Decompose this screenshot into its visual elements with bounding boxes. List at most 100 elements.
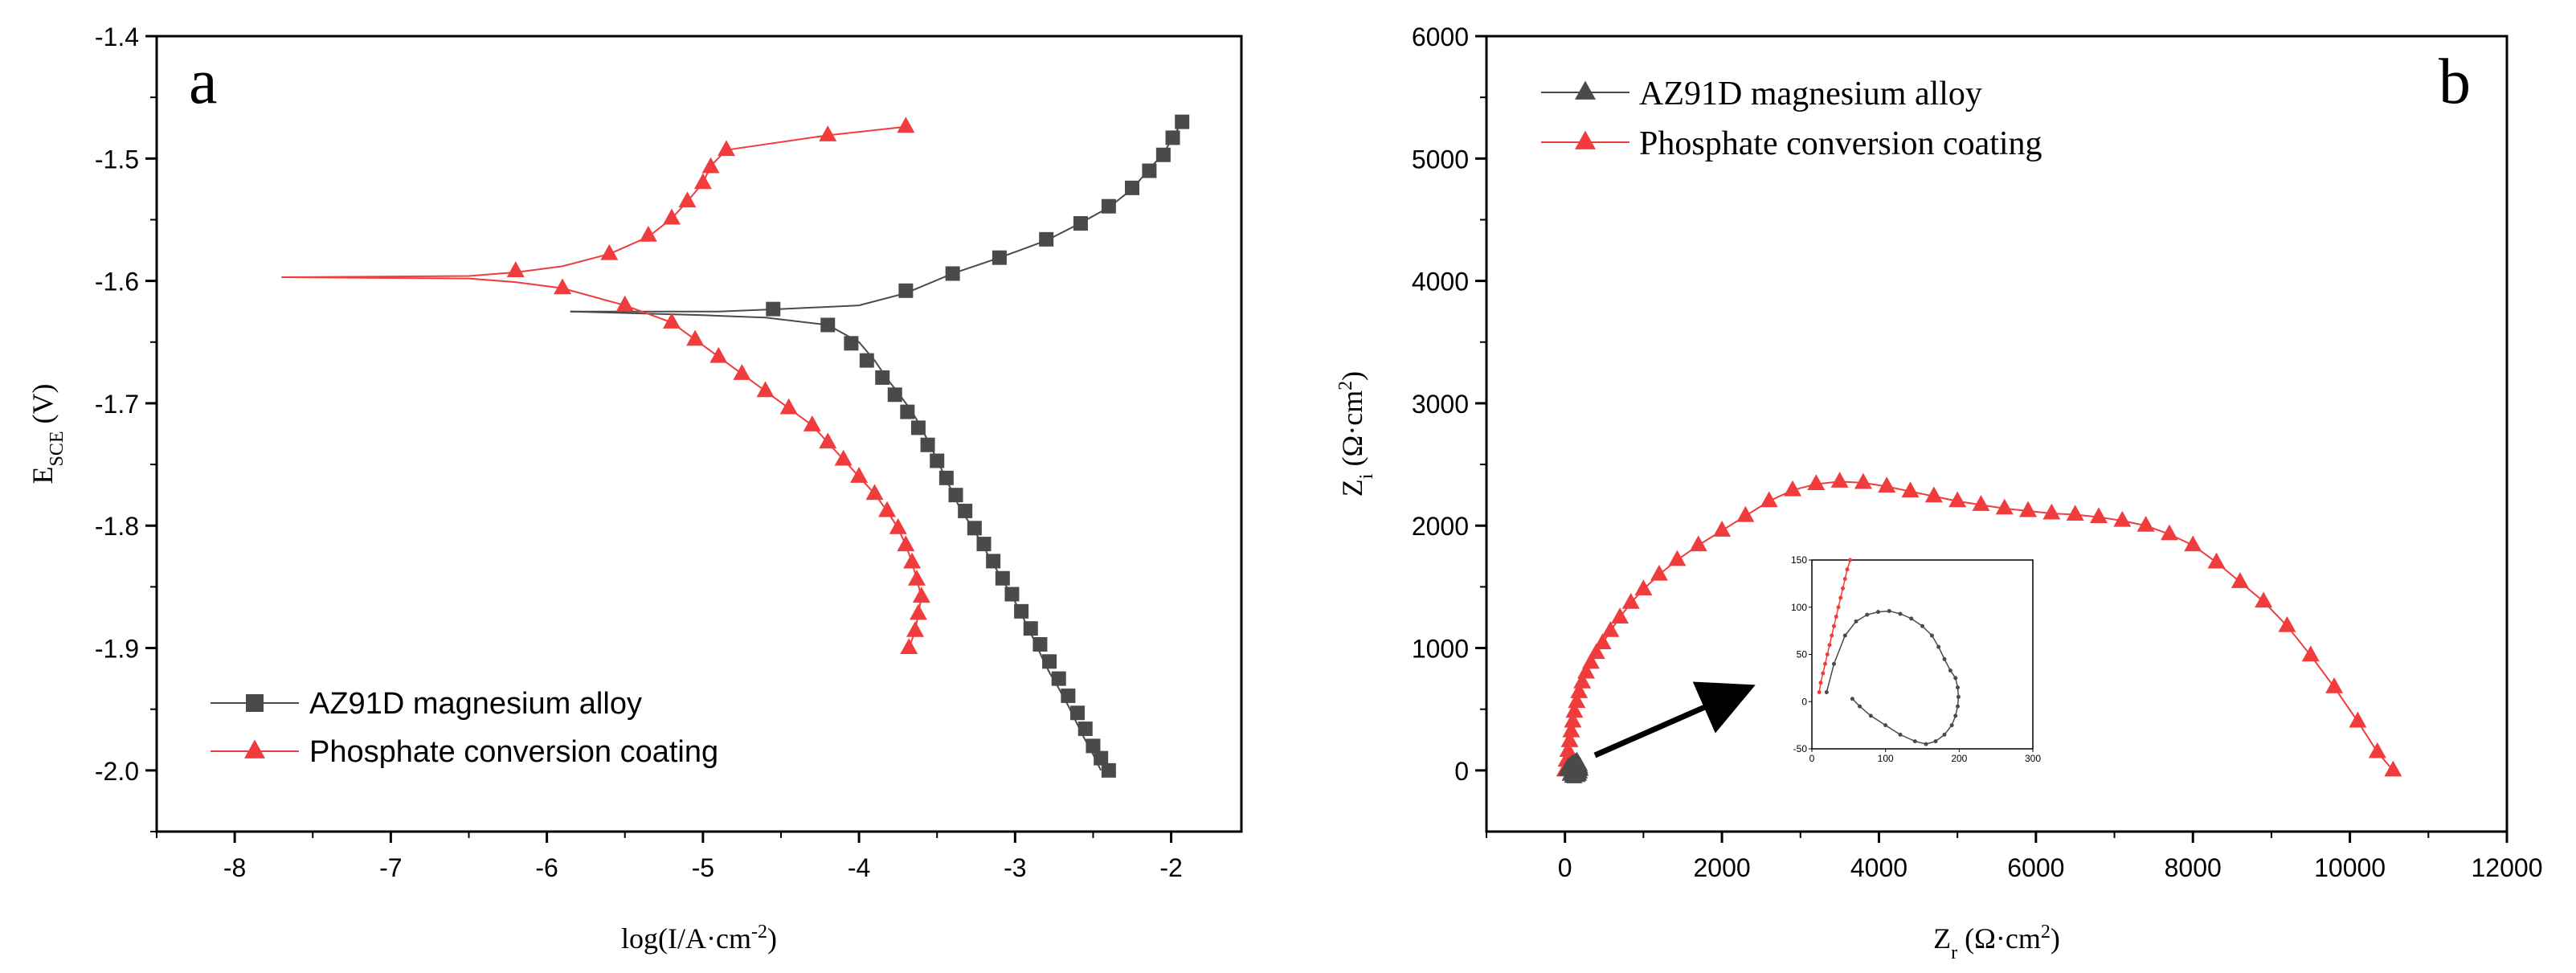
- data-point-triangle: [1560, 731, 1579, 747]
- series-line: [570, 121, 1184, 313]
- data-point-triangle: [1611, 607, 1629, 623]
- x-axis-title: Zr (Ω·cm2): [1933, 922, 2060, 963]
- data-point-square: [1094, 750, 1109, 766]
- data-point-triangle: [1601, 620, 1620, 637]
- y-tick-label: 0: [1454, 757, 1469, 786]
- data-point-triangle: [663, 313, 681, 329]
- data-point-square: [1142, 163, 1157, 178]
- inset-data-point: [1909, 616, 1914, 621]
- data-point-triangle: [1581, 652, 1600, 669]
- data-point-square: [938, 470, 954, 485]
- data-point-square: [1014, 603, 1029, 619]
- data-point-square: [1070, 705, 1086, 721]
- series-line: [570, 310, 1102, 771]
- data-point-triangle: [2160, 524, 2178, 541]
- inset-data-point: [1924, 742, 1928, 746]
- data-point-triangle: [1854, 472, 1872, 489]
- data-point-square: [1061, 688, 1076, 703]
- data-point-square: [1042, 654, 1057, 669]
- legend-marker-triangle: [1575, 80, 1596, 100]
- inset-data-point: [1953, 676, 1958, 681]
- data-point-square: [887, 387, 902, 403]
- data-point-square: [1077, 722, 1093, 737]
- data-point-triangle: [900, 638, 918, 655]
- zoom-arrow: [1593, 681, 1756, 758]
- x-tick-label: -2: [1159, 853, 1182, 882]
- data-point-square: [1101, 198, 1116, 214]
- series-line: [281, 125, 906, 279]
- data-point-triangle: [2301, 645, 2320, 662]
- panel-label: a: [189, 47, 218, 117]
- plot-frame: [1485, 35, 2509, 833]
- data-point-triangle: [615, 295, 634, 312]
- data-point-triangle: [1650, 564, 1668, 581]
- x-tick-label: 2000: [1693, 853, 1750, 882]
- data-point-triangle: [1972, 495, 1990, 511]
- series-line: [281, 276, 922, 648]
- data-point-square: [930, 453, 945, 468]
- inset-data-point: [1818, 681, 1823, 685]
- inset-data-point: [1876, 610, 1880, 615]
- data-point-triangle: [1564, 711, 1582, 728]
- inset-data-point: [1953, 713, 1958, 718]
- legend-marker-square: [246, 694, 264, 712]
- data-point-triangle: [1570, 682, 1589, 698]
- data-point-triangle: [1634, 579, 1653, 595]
- data-point-square: [844, 336, 859, 351]
- data-point-triangle: [663, 208, 681, 225]
- y-tick-label: -1.9: [95, 635, 139, 664]
- data-point-triangle: [779, 398, 798, 415]
- inset-data-point: [1868, 713, 1873, 718]
- data-point-square: [1101, 762, 1116, 778]
- data-point-triangle: [1995, 498, 2014, 515]
- inset-data-point: [1824, 690, 1829, 694]
- inset-data-point: [1912, 739, 1917, 744]
- inset-data-point: [1865, 612, 1870, 617]
- data-point-triangle: [2325, 677, 2344, 693]
- data-point-triangle: [903, 552, 922, 569]
- data-point-square: [967, 521, 982, 536]
- data-point-square: [992, 250, 1007, 265]
- legend-label: AZ91D magnesium alloy: [309, 687, 642, 721]
- inset-data-point: [1887, 608, 1891, 613]
- legend-label: Phosphate conversion coating: [1639, 125, 2042, 162]
- data-point-triangle: [1593, 633, 1612, 649]
- data-point-triangle: [1621, 592, 1640, 609]
- y-tick-label: -1.4: [95, 22, 139, 51]
- inset-data-point: [1821, 671, 1826, 676]
- inset-data-point: [1956, 685, 1960, 690]
- x-tick-label: 0: [1558, 853, 1572, 882]
- x-tick-label: 8000: [2165, 853, 2222, 882]
- y-axis-title: Zi (Ω·cm2): [1335, 371, 1377, 497]
- y-tick-label: 1000: [1412, 635, 1469, 664]
- inset-data-point: [1834, 615, 1838, 619]
- x-tick-label: -3: [1004, 853, 1026, 882]
- data-point-square: [948, 488, 963, 503]
- data-point-triangle: [2019, 501, 2038, 517]
- data-point-triangle: [639, 225, 657, 242]
- data-point-square: [1023, 621, 1038, 636]
- data-point-square: [920, 437, 935, 452]
- inset-x-tick-label: 100: [1878, 753, 1894, 764]
- inset-data-point: [1842, 633, 1847, 638]
- data-point-square: [1032, 636, 1048, 652]
- y-tick-label: 3000: [1412, 390, 1469, 419]
- data-point-triangle: [897, 117, 915, 133]
- inset-data-point: [1841, 586, 1845, 591]
- data-point-triangle: [2349, 711, 2367, 728]
- data-point-triangle: [600, 243, 619, 260]
- inset-y-tick-label: 0: [1801, 696, 1807, 707]
- data-point-triangle: [2368, 742, 2386, 758]
- data-point-triangle: [1713, 521, 1732, 537]
- x-tick-label: 10000: [2314, 853, 2386, 882]
- inset-y-tick-label: -50: [1793, 743, 1808, 754]
- data-point-square: [1175, 114, 1190, 129]
- data-point-triangle: [717, 140, 735, 157]
- data-point-square: [898, 283, 914, 298]
- legend-marker-triangle: [244, 739, 265, 758]
- inset-x-tick-label: 200: [1951, 753, 1967, 764]
- data-point-triangle: [1830, 472, 1849, 488]
- legend-marker-triangle: [1575, 130, 1596, 149]
- inset-data-point: [1898, 732, 1903, 737]
